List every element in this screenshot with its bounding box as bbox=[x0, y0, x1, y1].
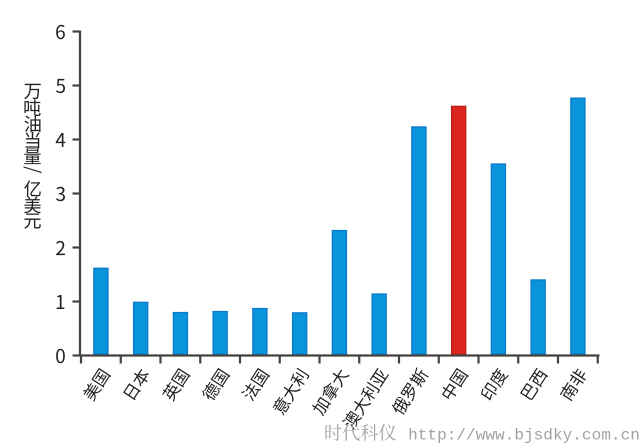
svg-text:http://www.bjsdky.com.cn: http://www.bjsdky.com.cn bbox=[408, 426, 639, 444]
